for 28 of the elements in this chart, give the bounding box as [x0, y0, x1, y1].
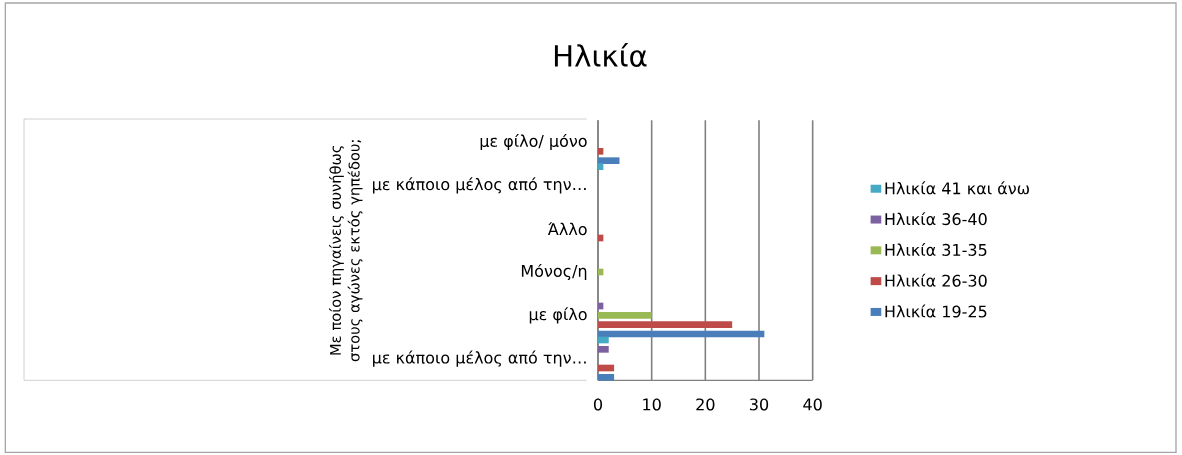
bar	[598, 364, 615, 372]
x-tick-label: 0	[593, 398, 603, 411]
y-tick-label: με φίλο/ μόνο	[480, 133, 587, 151]
bar	[598, 330, 765, 338]
bar	[598, 321, 733, 328]
legend-label: Ηλικία 19-25	[885, 304, 987, 318]
legend-label: Ηλικία 31-35	[885, 242, 987, 256]
bar	[598, 312, 652, 319]
y-tick-label: με φίλο	[529, 307, 587, 324]
y-tick-label: Άλλο	[547, 222, 587, 236]
y-tick-label: με κάποιο μέλος από την…	[373, 177, 586, 194]
legend-label: Ηλικία 36-40	[885, 212, 987, 226]
legend-label: Ηλικία 41 και άνω	[885, 181, 1029, 195]
y-axis-title: Με ποίον πηγαίνεις συνήθως στους αγώνες εκτός γηπέδου;	[329, 140, 363, 362]
bar	[598, 163, 604, 170]
bar	[598, 336, 609, 344]
bar	[598, 346, 609, 353]
x-tick-label: 40	[803, 398, 822, 411]
legend-label: Ηλικία 26-30	[885, 273, 987, 287]
bar	[598, 148, 604, 155]
bar	[598, 157, 620, 164]
y-tick-label: Μόνος/η	[521, 263, 587, 281]
y-tick-label: με κάποιο μέλος από την…	[373, 350, 586, 367]
bar	[598, 374, 615, 381]
chart-title: Ηλικία	[554, 43, 647, 67]
x-tick-label: 30	[750, 398, 769, 411]
x-tick-label: 10	[643, 398, 661, 411]
x-tick-label: 20	[696, 398, 715, 411]
